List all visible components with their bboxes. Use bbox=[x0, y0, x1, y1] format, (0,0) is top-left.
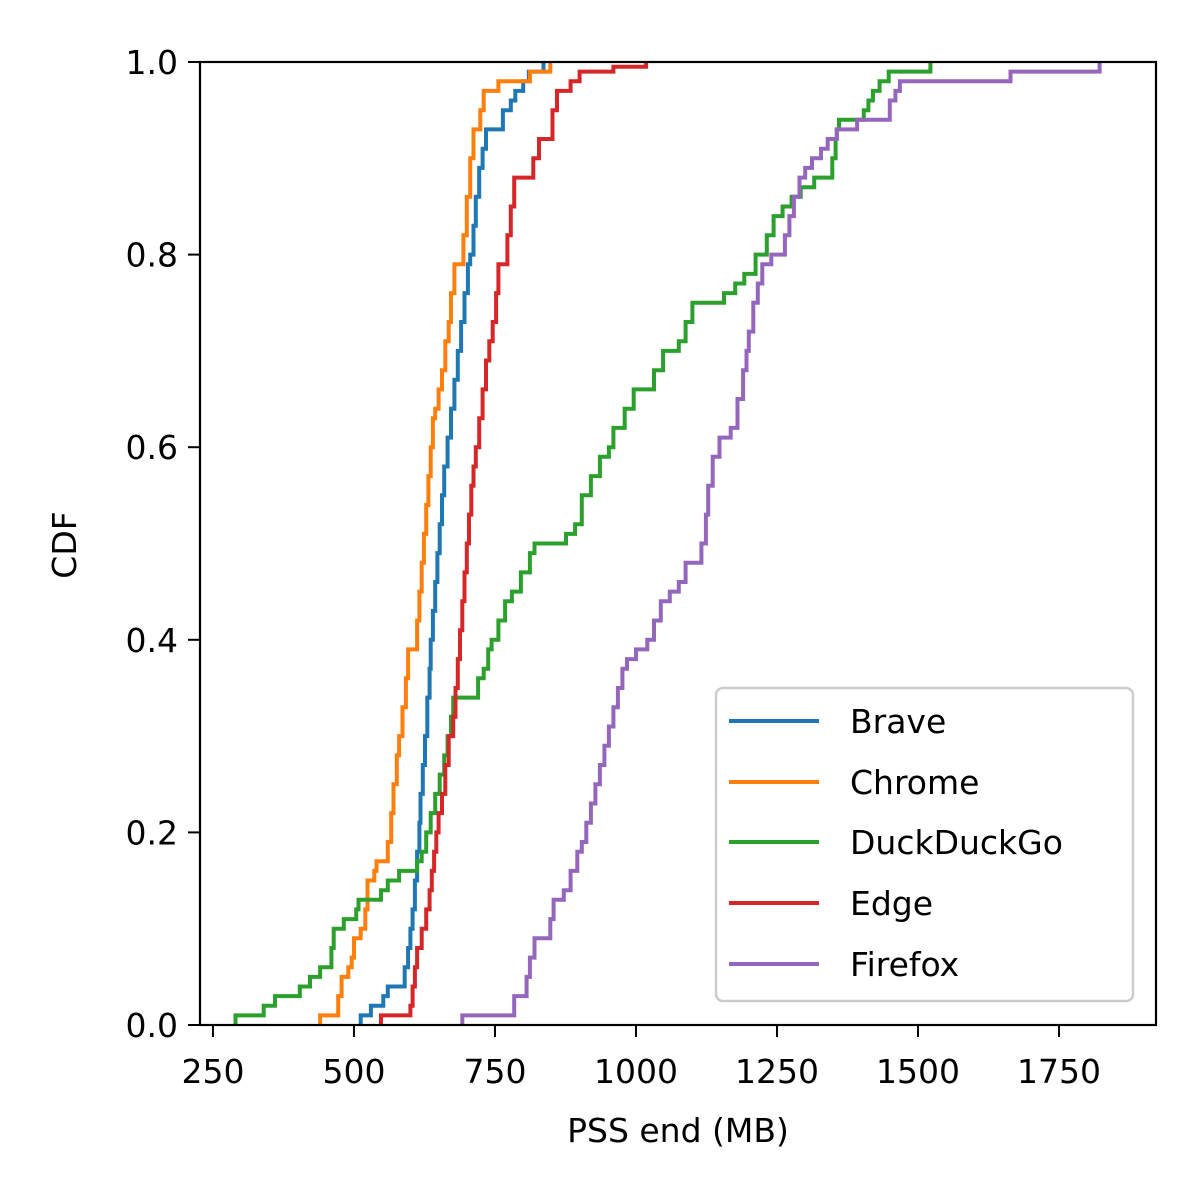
y-tick-label: 0.2 bbox=[126, 813, 178, 852]
y-tick-label: 0.0 bbox=[126, 1006, 178, 1045]
legend-label-edge: Edge bbox=[850, 884, 933, 923]
legend: Brave Chrome DuckDuckGo Edge Firefox bbox=[714, 686, 1135, 1003]
y-axis-label: CDF bbox=[45, 511, 84, 578]
series-layer bbox=[233, 62, 1102, 1025]
series-line-chrome bbox=[318, 62, 553, 1025]
x-tick-label: 1000 bbox=[594, 1052, 678, 1091]
x-tick-label: 500 bbox=[322, 1052, 385, 1091]
x-tick-label: 1500 bbox=[876, 1052, 960, 1091]
legend-label-chrome: Chrome bbox=[850, 763, 979, 802]
plot-frame bbox=[198, 60, 1158, 1027]
legend-label-brave: Brave bbox=[850, 702, 946, 741]
series-line-brave bbox=[358, 62, 546, 1025]
x-axis-label: PSS end (MB) bbox=[567, 1111, 789, 1150]
y-tick-label: 1.0 bbox=[126, 43, 178, 82]
x-tick-label: 1750 bbox=[1017, 1052, 1101, 1091]
y-axis-ticks: 0.0 0.2 0.4 0.6 0.8 1.0 bbox=[126, 43, 200, 1045]
y-tick-label: 0.8 bbox=[126, 236, 178, 275]
y-tick-label: 0.4 bbox=[126, 621, 178, 660]
legend-item-brave: Brave bbox=[729, 702, 946, 741]
series-line-edge bbox=[379, 62, 649, 1025]
legend-label-duckduckgo: DuckDuckGo bbox=[850, 823, 1063, 862]
legend-frame bbox=[714, 686, 1135, 1003]
legend-label-firefox: Firefox bbox=[850, 945, 959, 984]
series-line-firefox bbox=[460, 62, 1102, 1025]
legend-item-firefox: Firefox bbox=[729, 945, 959, 984]
x-tick-label: 750 bbox=[463, 1052, 526, 1091]
legend-item-edge: Edge bbox=[729, 884, 933, 923]
x-tick-label: 1250 bbox=[735, 1052, 819, 1091]
legend-item-chrome: Chrome bbox=[729, 763, 979, 802]
x-tick-label: 250 bbox=[181, 1052, 244, 1091]
y-tick-label: 0.6 bbox=[126, 428, 178, 467]
x-axis-ticks: 250 500 750 1000 1250 1500 1750 bbox=[181, 1025, 1101, 1091]
legend-item-duckduckgo: DuckDuckGo bbox=[729, 823, 1063, 862]
